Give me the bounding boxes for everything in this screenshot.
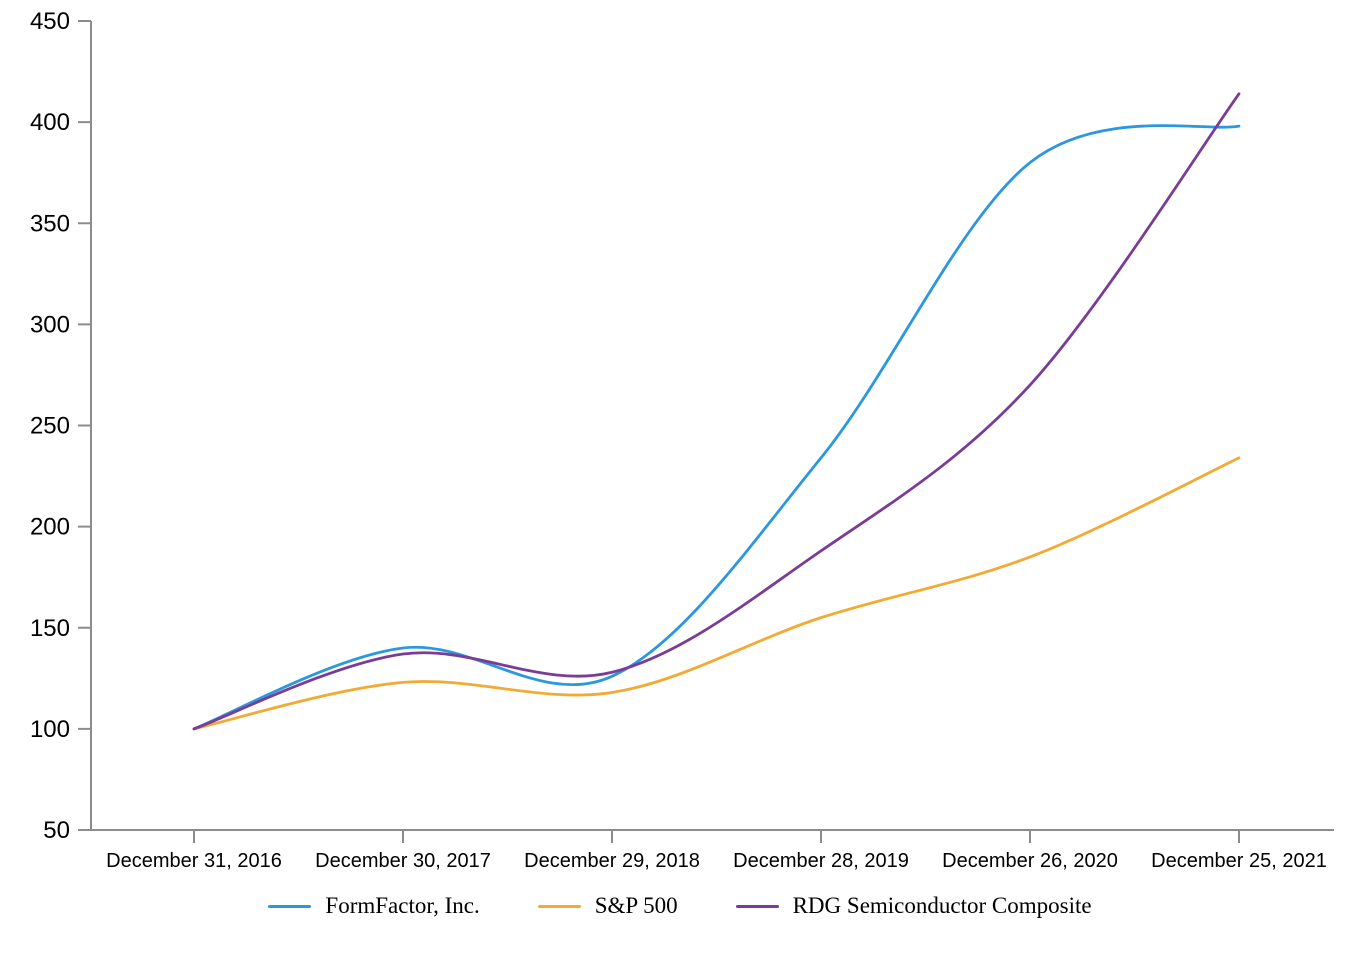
rdg-line-swatch [735, 904, 779, 908]
performance-line-chart: 450 400 350 300 250 200 150 100 50 December 31, 2… [30, 8, 1334, 872]
x-tick-label: December 26, 2020 [942, 850, 1118, 872]
x-tick-label: December 28, 2019 [733, 850, 909, 872]
y-tick-label: 200 [30, 514, 70, 541]
x-tick-label: December 31, 2016 [106, 850, 282, 872]
series-line-1 [192, 456, 1241, 731]
legend-item-rdg: RDG Semiconductor Composite [735, 893, 1092, 919]
series-line-2 [192, 92, 1241, 731]
legend-label-rdg: RDG Semiconductor Composite [792, 893, 1092, 918]
chart-legend: FormFactor, Inc. S&P 500 RDG Semiconduct… [0, 893, 1360, 919]
legend-item-formfactor: FormFactor, Inc. [268, 893, 480, 919]
series-line-0 [192, 124, 1241, 731]
formfactor-line-swatch [268, 904, 312, 908]
x-tick-label: December 25, 2021 [1151, 850, 1327, 872]
x-tick-label: December 29, 2018 [524, 850, 700, 872]
y-tick-label: 250 [30, 413, 70, 440]
legend-label-sp500: S&P 500 [594, 893, 678, 918]
y-tick-label: 150 [30, 615, 70, 642]
legend-item-sp500: S&P 500 [537, 893, 678, 919]
sp500-line-swatch [537, 904, 581, 908]
x-tick-label: December 30, 2017 [315, 850, 491, 872]
y-tick-label: 450 [30, 8, 70, 35]
y-tick-label: 50 [43, 817, 70, 844]
y-tick-label: 300 [30, 311, 70, 338]
y-tick-label: 100 [30, 716, 70, 743]
y-tick-label: 350 [30, 210, 70, 237]
legend-label-formfactor: FormFactor, Inc. [325, 893, 480, 918]
y-tick-label: 400 [30, 109, 70, 136]
